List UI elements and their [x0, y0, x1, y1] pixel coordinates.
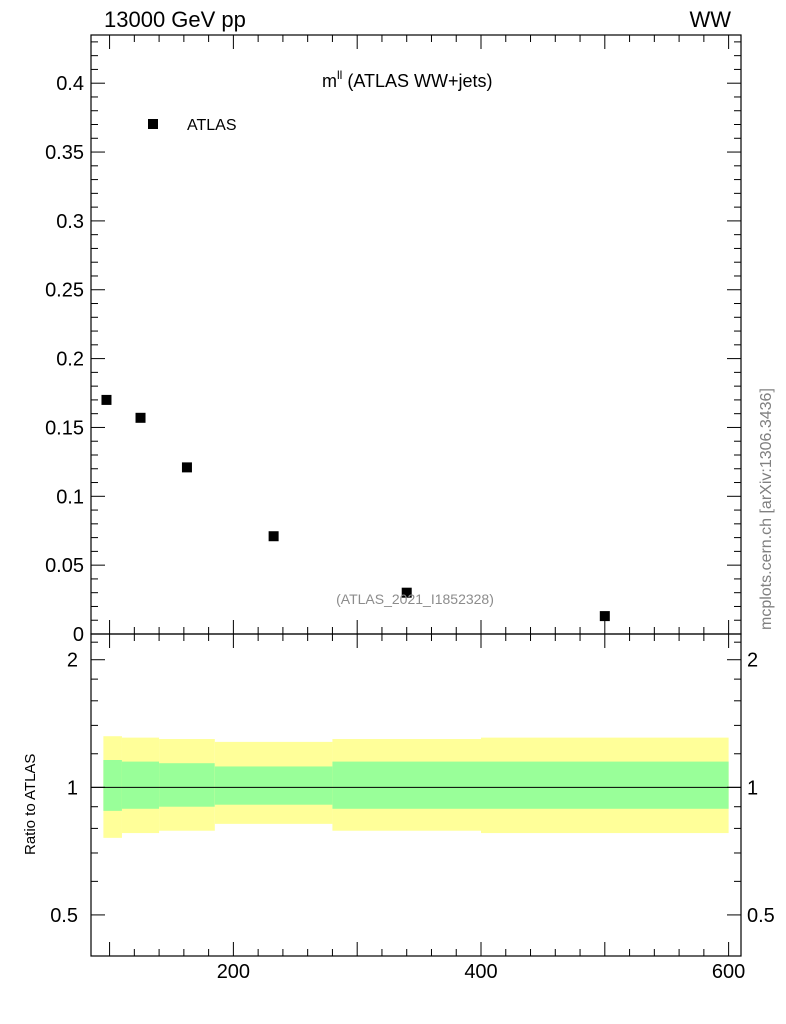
side-watermark-label: mcplots.cern.ch [arXiv:1306.3436]	[758, 388, 775, 630]
legend-label-atlas: ATLAS	[187, 117, 237, 134]
main-y-tick-label: 0.15	[45, 417, 84, 439]
data-point-atlas	[401, 587, 412, 598]
ratio-inner-band-3	[214, 766, 333, 805]
ratio-plot-frame	[90, 633, 742, 957]
ratio-y-tick-label: 2	[67, 650, 78, 672]
legend-marker-atlas	[148, 119, 158, 129]
watermark-label: (ATLAS_2021_I1852328)	[336, 591, 494, 607]
data-point-atlas	[135, 412, 146, 423]
ratio-bands	[103, 736, 729, 838]
main-y-tick-label: 0.3	[56, 211, 84, 233]
data-point-atlas	[599, 611, 610, 622]
main-y-tick-label: 0.25	[45, 280, 84, 302]
ratio-inner-band-0	[103, 760, 122, 811]
chart-title: mll (ATLAS WW+jets)	[322, 68, 493, 91]
ratio-x-tick-label: 400	[464, 961, 497, 983]
axes-frames	[90, 34, 742, 957]
data-point-atlas	[101, 394, 112, 405]
ratio-inner-band-4	[332, 761, 481, 809]
ratio-x-tick-label: 200	[217, 961, 250, 983]
ratio-y-tick-label-right: 0.5	[747, 905, 775, 927]
energy-label: 13000 GeV pp	[104, 7, 246, 32]
main-y-tick-label: 0.05	[45, 555, 84, 577]
axis-tick-labels: 0 0.05 0.1 0.15 0.2 0.25 0.3 0.35 0.4 200 400 600 0.…	[45, 73, 775, 983]
process-label: WW	[689, 7, 731, 32]
ratio-y-tick-label-right: 1	[747, 777, 758, 799]
main-y-tick-label: 0.35	[45, 142, 84, 164]
ratio-y-axis-label: Ratio to ATLAS	[22, 753, 39, 855]
main-y-tick-label: 0.2	[56, 349, 84, 371]
ratio-y-tick-label-right: 2	[747, 650, 758, 672]
data-point-atlas	[268, 531, 279, 542]
data-point-atlas	[181, 462, 192, 473]
main-y-tick-label: 0	[73, 624, 84, 646]
axis-ticks	[91, 35, 741, 957]
main-y-tick-label: 0.4	[56, 73, 84, 95]
ratio-inner-band-5	[481, 761, 729, 809]
ratio-y-tick-label: 1	[67, 777, 78, 799]
ratio-inner-band-1	[121, 761, 160, 809]
ratio-inner-band-2	[159, 763, 215, 807]
main-y-tick-label: 0.1	[56, 486, 84, 508]
data-points	[101, 394, 610, 622]
ratio-y-tick-label: 0.5	[50, 905, 78, 927]
ratio-x-tick-label: 600	[712, 961, 745, 983]
